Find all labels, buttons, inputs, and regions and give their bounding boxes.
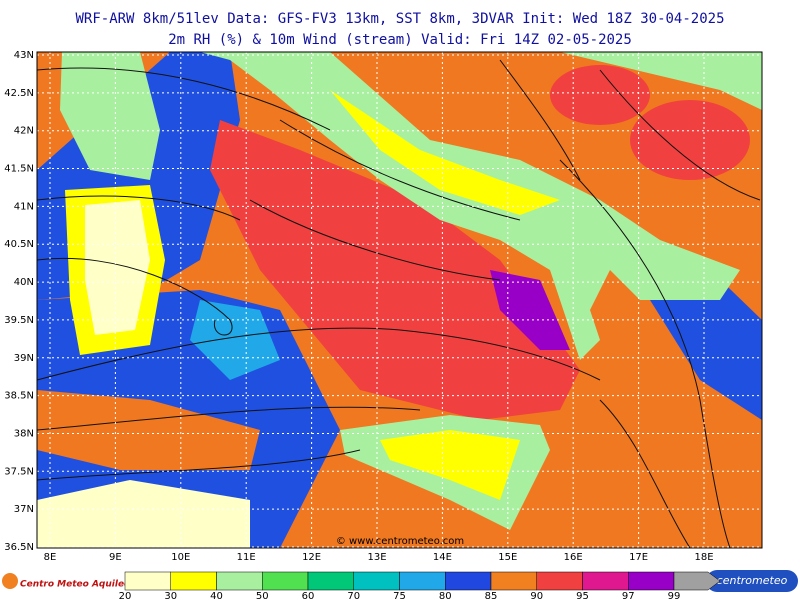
lat-label: 40.5N (4, 239, 34, 250)
legend-swatch (262, 571, 309, 591)
lon-label: 10E (171, 552, 190, 563)
streamline (599, 69, 761, 201)
lon-label: 11E (237, 552, 256, 563)
map-area (37, 52, 762, 548)
lat-label: 38.5N (4, 391, 34, 402)
right-logo: centrometeo (717, 574, 788, 587)
legend-swatch (536, 571, 583, 591)
left-logo-icon (2, 573, 18, 589)
sardinia (85, 200, 150, 335)
rh-zone (490, 270, 570, 350)
lat-label: 40N (14, 277, 34, 288)
lon-label: 9E (109, 552, 122, 563)
lat-label: 37.5N (4, 466, 34, 477)
lon-label: 13E (367, 552, 386, 563)
legend-label: 75 (393, 591, 406, 600)
legend-label: 95 (576, 591, 589, 600)
lon-label: 17E (629, 552, 648, 563)
legend-label: 60 (302, 591, 315, 600)
lat-label: 43N (14, 50, 34, 61)
legend-swatch (170, 571, 217, 591)
legend-label: 20 (119, 591, 132, 600)
graticule (37, 52, 762, 548)
rh-zone (550, 65, 650, 125)
streamline (499, 59, 581, 181)
rh-zone (37, 390, 260, 470)
rh-zone (630, 100, 750, 180)
legend-swatch (124, 571, 171, 591)
lon-label: 16E (564, 552, 583, 563)
rh-zone (330, 90, 560, 215)
lat-label: 37N (14, 504, 34, 515)
legend-label: 80 (439, 591, 452, 600)
title-line-2: 2m RH (%) & 10m Wind (stream) Valid: Fri… (168, 32, 632, 48)
lat-label: 39N (14, 353, 34, 364)
streamline (559, 159, 731, 548)
lat-label: 39.5N (4, 315, 34, 326)
lon-label: 12E (302, 552, 321, 563)
legend-swatch (582, 571, 629, 591)
rh-zone (210, 120, 580, 420)
right-logo-bg (706, 570, 798, 592)
sicily (380, 430, 520, 500)
lat-label: 41.5N (4, 164, 34, 175)
left-logo: Centro Meteo Aquileo (20, 580, 130, 590)
lat-label: 41N (14, 201, 34, 212)
tunisia (37, 480, 250, 548)
lat-label: 42N (14, 126, 34, 137)
legend-label: 85 (485, 591, 498, 600)
balkans (560, 52, 762, 110)
legend-swatch (445, 571, 492, 591)
legend-label: 40 (210, 591, 223, 600)
legend-label: 99 (668, 591, 681, 600)
legend-label: 30 (164, 591, 177, 600)
legend-swatch (628, 571, 675, 591)
corsica (60, 52, 160, 180)
lon-label: 8E (44, 552, 57, 563)
legend-label: 97 (622, 591, 635, 600)
legend-arrow (673, 571, 721, 591)
title-line-1: WRF-ARW 8km/51lev Data: GFS-FV3 13km, SS… (75, 11, 724, 27)
legend-swatch (307, 571, 354, 591)
legend-label: 70 (347, 591, 360, 600)
streamline (37, 195, 241, 221)
lon-label: 18E (694, 552, 713, 563)
lat-label: 42.5N (4, 88, 34, 99)
lat-label: 36.5N (4, 542, 34, 553)
watermark: © www.centrometeo.com (336, 536, 464, 547)
lat-label: 38N (14, 428, 34, 439)
streamline (37, 406, 421, 431)
streamline (37, 449, 361, 481)
lon-label: 14E (433, 552, 452, 563)
streamline (37, 67, 331, 131)
map-frame (36, 51, 763, 549)
legend-swatch (216, 571, 263, 591)
legend-swatch (490, 571, 537, 591)
streamline (279, 119, 521, 221)
legend-swatch (353, 571, 400, 591)
streamline (37, 327, 601, 381)
legend-label: 90 (530, 591, 543, 600)
streamline (37, 258, 233, 336)
legend-label: 50 (256, 591, 269, 600)
streamline (249, 199, 501, 281)
legend-swatch (399, 571, 446, 591)
lon-label: 15E (498, 552, 517, 563)
